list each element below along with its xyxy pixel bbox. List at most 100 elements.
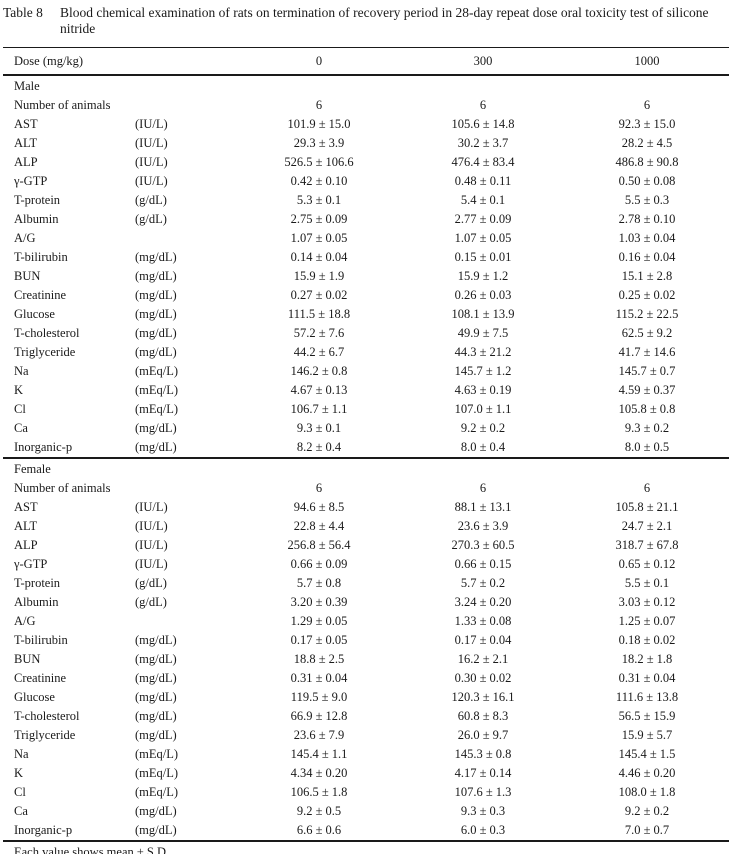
value-cell-dose-1000: 0.25 ± 0.02	[618, 288, 676, 302]
value-cell-dose-300: 88.1 ± 13.1	[454, 500, 512, 514]
parameter-cell: Ca	[14, 804, 28, 818]
value-cell-dose-300: 8.0 ± 0.4	[460, 440, 506, 454]
parameter-cell: Cl	[14, 402, 26, 416]
value-cell-dose-1000: 145.7 ± 0.7	[618, 364, 676, 378]
parameter-cell: Na	[14, 747, 29, 761]
value-cell-dose-0: 0.17 ± 0.05	[290, 633, 348, 647]
unit-cell: (mg/dL)	[135, 804, 177, 818]
value-cell-dose-1000: 105.8 ± 21.1	[615, 500, 679, 514]
unit-cell: (mg/dL)	[135, 709, 177, 723]
table-row: ALP (IU/L) 256.8 ± 56.4 270.3 ± 60.5 318.7 ±…	[3, 536, 729, 555]
value-cell-dose-300: 60.8 ± 8.3	[457, 709, 509, 723]
unit-cell: (mg/dL)	[135, 288, 177, 302]
unit-cell: (mg/dL)	[135, 421, 177, 435]
table-row: Glucose (mg/dL) 111.5 ± 18.8 108.1 ± 13.9 11…	[3, 305, 729, 324]
unit-cell	[121, 479, 237, 498]
value-cell-dose-1000: 62.5 ± 9.2	[621, 326, 673, 340]
dose-header-row: Dose (mg/kg) 0 300 1000	[3, 47, 729, 76]
value-cell-dose-0: 6	[315, 98, 323, 112]
value-cell-dose-300: 4.17 ± 0.14	[454, 766, 512, 780]
unit-cell: (mg/dL)	[135, 250, 177, 264]
value-cell-dose-300: 9.3 ± 0.3	[460, 804, 506, 818]
unit-cell: (g/dL)	[135, 193, 167, 207]
parameter-cell: T-cholesterol	[14, 326, 80, 340]
table-number: Table 8	[3, 5, 43, 20]
value-cell-dose-0: 9.3 ± 0.1	[296, 421, 342, 435]
value-cell-dose-300: 3.24 ± 0.20	[454, 595, 512, 609]
table-row: ALT (IU/L) 22.8 ± 4.4 23.6 ± 3.9 24.7 ± 2.1	[3, 517, 729, 536]
parameter-cell: Ca	[14, 421, 28, 435]
value-cell-dose-300: 9.2 ± 0.2	[460, 421, 506, 435]
table-row: Ca (mg/dL) 9.3 ± 0.1 9.2 ± 0.2 9.3 ± 0.2	[3, 419, 729, 438]
table-row: T-protein (g/dL) 5.3 ± 0.1 5.4 ± 0.1 5.5 ± 0…	[3, 191, 729, 210]
value-cell-dose-0: 1.07 ± 0.05	[290, 231, 348, 245]
value-cell-dose-300: 5.4 ± 0.1	[460, 193, 506, 207]
table-row: T-protein (g/dL) 5.7 ± 0.8 5.7 ± 0.2 5.5 ± 0…	[3, 574, 729, 593]
value-cell-dose-1000: 1.03 ± 0.04	[618, 231, 676, 245]
value-cell-dose-300: 145.7 ± 1.2	[454, 364, 512, 378]
table-row: K (mEq/L) 4.67 ± 0.13 4.63 ± 0.19 4.59 ± 0.3…	[3, 381, 729, 400]
table-row: Glucose (mg/dL) 119.5 ± 9.0 120.3 ± 16.1 111…	[3, 688, 729, 707]
parameter-cell: T-protein	[14, 193, 61, 207]
table-row: AST (IU/L) 94.6 ± 8.5 88.1 ± 13.1 105.8 ± 21…	[3, 498, 729, 517]
table-row: A/G 1.29 ± 0.05 1.33 ± 0.08 1.25 ± 0.07	[3, 612, 729, 631]
value-cell-dose-0: 146.2 ± 0.8	[290, 364, 348, 378]
value-cell-dose-300: 0.48 ± 0.11	[454, 174, 512, 188]
value-cell-dose-0: 106.5 ± 1.8	[290, 785, 348, 799]
unit-cell	[121, 96, 237, 115]
value-cell-dose-300: 49.9 ± 7.5	[457, 326, 509, 340]
unit-cell: (mg/dL)	[135, 690, 177, 704]
table-row: A/G 1.07 ± 0.05 1.07 ± 0.05 1.03 ± 0.04	[3, 229, 729, 248]
table-row: Number of animals 6 6 6	[3, 96, 729, 115]
dose-label: Dose (mg/kg)	[3, 47, 237, 76]
value-cell-dose-0: 8.2 ± 0.4	[296, 440, 342, 454]
parameter-cell: Glucose	[14, 690, 55, 704]
parameter-cell: T-protein	[14, 576, 61, 590]
unit-cell: (mg/dL)	[135, 307, 177, 321]
value-cell-dose-300: 476.4 ± 83.4	[451, 155, 515, 169]
unit-cell: (g/dL)	[135, 576, 167, 590]
value-cell-dose-300: 30.2 ± 3.7	[457, 136, 509, 150]
parameter-cell: A/G	[14, 614, 36, 628]
unit-cell: (mg/dL)	[135, 652, 177, 666]
value-cell-dose-1000: 8.0 ± 0.5	[624, 440, 670, 454]
table-title: Blood chemical examination of rats on te…	[60, 5, 709, 36]
unit-cell: (mEq/L)	[135, 747, 179, 761]
value-cell-dose-1000: 28.2 ± 4.5	[621, 136, 673, 150]
value-cell-dose-1000: 0.31 ± 0.04	[618, 671, 676, 685]
value-cell-dose-0: 4.34 ± 0.20	[290, 766, 348, 780]
table-row: K (mEq/L) 4.34 ± 0.20 4.17 ± 0.14 4.46 ± 0.2…	[3, 764, 729, 783]
value-cell-dose-0: 57.2 ± 7.6	[293, 326, 345, 340]
unit-cell: (IU/L)	[135, 136, 168, 150]
value-cell-dose-0: 6	[315, 481, 323, 495]
value-cell-dose-300: 6	[479, 98, 487, 112]
value-cell-dose-1000: 5.5 ± 0.1	[624, 576, 670, 590]
parameter-cell: Glucose	[14, 307, 55, 321]
value-cell-dose-0: 4.67 ± 0.13	[290, 383, 348, 397]
value-cell-dose-0: 18.8 ± 2.5	[293, 652, 345, 666]
table-row: Albumin (g/dL) 2.75 ± 0.09 2.77 ± 0.09 2.78 …	[3, 210, 729, 229]
unit-cell: (g/dL)	[135, 595, 167, 609]
unit-cell: (IU/L)	[135, 117, 168, 131]
table-row: Na (mEq/L) 145.4 ± 1.1 145.3 ± 0.8 145.4 ± 1…	[3, 745, 729, 764]
table-row: Inorganic-p (mg/dL) 8.2 ± 0.4 8.0 ± 0.4 8.0 …	[3, 438, 729, 458]
unit-cell: (mEq/L)	[135, 364, 179, 378]
parameter-cell: BUN	[14, 269, 41, 283]
value-cell-dose-300: 1.33 ± 0.08	[454, 614, 512, 628]
table-row: Cl (mEq/L) 106.5 ± 1.8 107.6 ± 1.3 108.0 ± 1…	[3, 783, 729, 802]
value-cell-dose-1000: 6	[643, 481, 651, 495]
parameter-cell: Triglyceride	[14, 728, 76, 742]
parameter-cell: γ-GTP	[14, 174, 48, 188]
unit-cell: (mEq/L)	[135, 785, 179, 799]
value-cell-dose-0: 29.3 ± 3.9	[293, 136, 345, 150]
value-cell-dose-1000: 24.7 ± 2.1	[621, 519, 673, 533]
value-cell-dose-1000: 4.46 ± 0.20	[618, 766, 676, 780]
unit-cell	[121, 612, 237, 631]
value-cell-dose-1000: 0.65 ± 0.12	[618, 557, 676, 571]
value-cell-dose-300: 0.66 ± 0.15	[454, 557, 512, 571]
value-cell-dose-300: 120.3 ± 16.1	[451, 690, 515, 704]
value-cell-dose-1000: 9.3 ± 0.2	[624, 421, 670, 435]
value-cell-dose-0: 0.31 ± 0.04	[290, 671, 348, 685]
value-cell-dose-300: 16.2 ± 2.1	[457, 652, 509, 666]
unit-cell: (mg/dL)	[135, 671, 177, 685]
